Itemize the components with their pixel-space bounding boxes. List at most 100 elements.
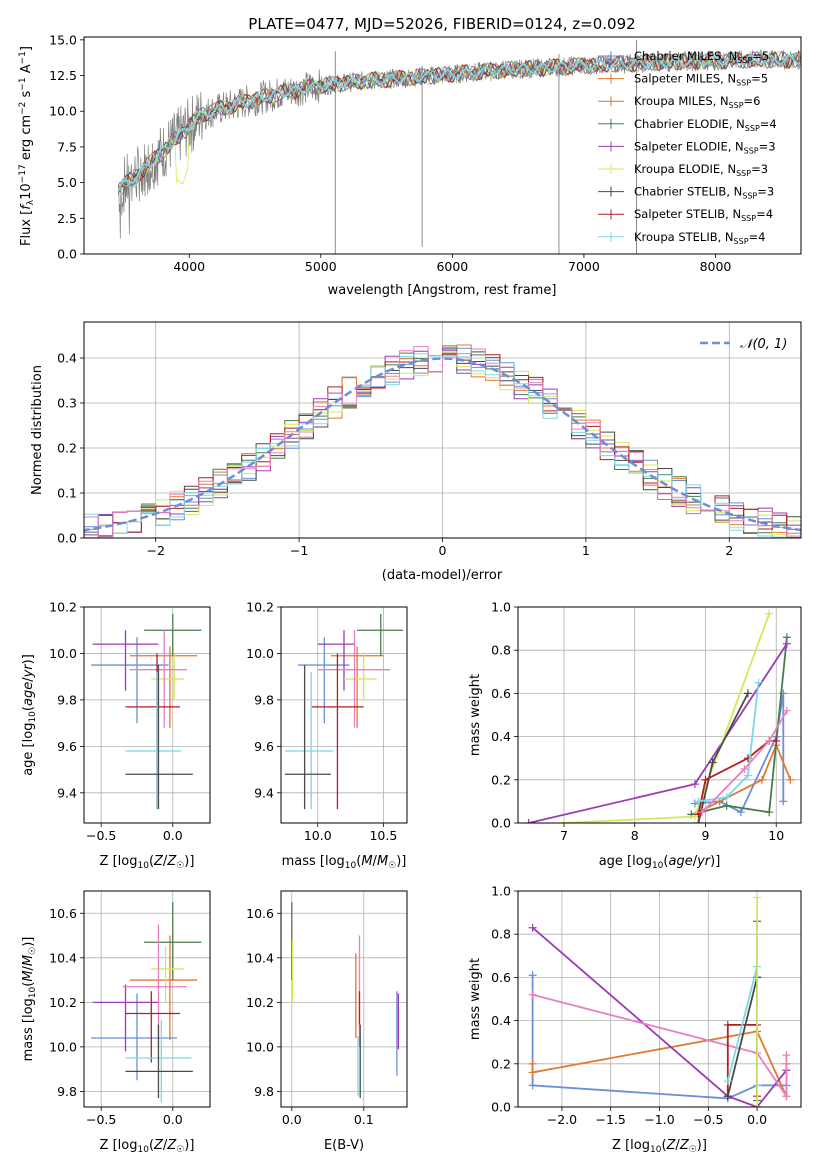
tick-label-y: 10.6: [49, 906, 77, 921]
tick-label-x: 8: [631, 828, 639, 843]
tick-label-y: 0.4: [491, 1013, 511, 1028]
tick-label-y: 0.1: [57, 486, 77, 501]
model-spectrum-line: [118, 51, 801, 188]
histogram-step: [84, 346, 801, 538]
weight-marker: [782, 1051, 791, 1060]
x-axis-label: age [log10(age/yr)]: [599, 854, 721, 871]
tick-label-y: 10.2: [246, 600, 274, 615]
axes-frame: [517, 606, 802, 824]
tick-label-x: 2: [725, 543, 733, 558]
y-axis-label: mass weight: [468, 674, 483, 756]
tick-label-y: 9.8: [254, 1084, 274, 1099]
tick-label-x: −1: [290, 543, 308, 558]
weight-marker: [701, 775, 710, 784]
x-axis-label: Z [log10(Z/Z☉)]: [100, 1138, 195, 1155]
weight-marker: [736, 808, 745, 817]
y-axis-label: age [log10(age/yr)]: [21, 654, 38, 776]
tick-label-y: 9.8: [57, 1084, 77, 1099]
tick-label-y: 0.2: [491, 1056, 511, 1071]
weight-marker: [782, 706, 791, 715]
legend-label: Salpeter MILES, NSSP=5: [634, 72, 768, 88]
legend-label: Salpeter ELODIE, NSSP=3: [634, 139, 776, 155]
tick-label-x: 10: [768, 828, 784, 843]
weight-marker: [694, 819, 703, 823]
tick-label-y: 0.0: [57, 531, 77, 546]
weight-line: [726, 977, 758, 1097]
tick-label-x: 7000: [568, 259, 600, 274]
y-axis-label: Flux [fλ10−17 erg cm−2 s−1 A−1]: [18, 46, 36, 246]
weight-marker: [782, 639, 791, 648]
tick-label-y: 15.0: [49, 32, 77, 47]
tick-label-x: −0.5: [86, 1112, 116, 1127]
tick-label-x: 6000: [436, 259, 468, 274]
weight-marker: [694, 797, 703, 806]
tick-label-y: 10.0: [49, 1039, 77, 1054]
tick-label-y: 0.2: [491, 772, 511, 787]
tick-label-x: 0.0: [747, 1112, 767, 1127]
tick-label-y: 7.5: [57, 139, 77, 154]
x-axis-label: (data-model)/error: [382, 568, 503, 583]
legend-label: 𝒩(0, 1): [740, 337, 787, 352]
model-spectrum-line: [117, 51, 801, 189]
weight-marker: [697, 808, 706, 817]
plot-area-spectrum: [117, 39, 801, 254]
axes-frame: [280, 606, 408, 824]
weight-line: [694, 693, 785, 814]
tick-label-x: −1.5: [596, 1112, 626, 1127]
plot-area-mass-vs-EBV: [291, 902, 400, 1099]
weight-marker: [690, 780, 699, 789]
weight-marker: [782, 1092, 791, 1101]
axes-frame: [83, 890, 211, 1108]
tick-label-x: 9: [702, 828, 710, 843]
y-axis-label: mass [log10(M/M☉)]: [21, 937, 38, 1062]
tick-label-y: 5.0: [57, 175, 77, 190]
histogram-step: [84, 354, 801, 538]
tick-label-x: −0.5: [693, 1112, 723, 1127]
weight-line: [532, 927, 788, 1107]
tick-label-y: 12.5: [49, 68, 77, 83]
panel-age-vs-mass: 10.0 10.5 9.4 9.6 9.8 10.0 10.2 mass [log10(M/M…: [246, 600, 408, 871]
panel-mass-weight-vs-age: 7 8 9 10 0.0 0.2 0.4 0.6 0.8 1.0 age [log10(age/yr…: [468, 600, 802, 871]
plot-area-mass-vs-Z: [91, 902, 202, 1103]
tick-label-y: 9.6: [254, 739, 274, 754]
tick-label-y: 10.0: [49, 104, 77, 119]
weight-marker: [758, 775, 767, 784]
legend-label: Chabrier MILES, NSSP=5: [634, 49, 769, 65]
weight-marker: [528, 990, 537, 999]
weight-line: [701, 710, 788, 813]
tick-label-y: 0.0: [491, 816, 511, 831]
weight-marker: [528, 923, 537, 932]
axes-frame: [83, 321, 802, 539]
tick-label-y: 10.0: [49, 646, 77, 661]
weight-marker: [528, 971, 537, 980]
model-spectrum-line: [117, 54, 801, 192]
tick-label-y: 10.4: [49, 950, 77, 965]
tick-label-y: 9.8: [57, 692, 77, 707]
legend-label: Kroupa ELODIE, NSSP=3: [634, 162, 768, 178]
panel-mass-weight-vs-Z: −2.0 −1.5 −1.0 −0.5 0.0 0.0 0.2 0.4 0.6 0.8 1.0 Z […: [468, 884, 802, 1155]
legend-label: Kroupa MILES, NSSP=6: [634, 94, 760, 110]
tick-label-y: 0.0: [57, 247, 77, 262]
x-axis-label: E(B-V): [324, 1138, 364, 1153]
weight-marker: [528, 1068, 537, 1077]
panel-residual-histogram: −2 −1 0 1 2 0.0 0.1 0.2 0.3 0.4 𝒩(0, 1) (data-model…: [30, 321, 802, 583]
tick-label-y: 10.2: [246, 995, 274, 1010]
x-axis-label: wavelength [Angstrom, rest frame]: [328, 283, 557, 298]
legend-label: Chabrier ELODIE, NSSP=4: [634, 117, 777, 133]
weight-marker: [786, 775, 795, 784]
panel-age-vs-Z: −0.5 0.0 9.4 9.6 9.8 10.0 10.2 Z [log10(Z/Z☉)] a…: [21, 600, 211, 871]
tick-label-x: 0: [439, 543, 447, 558]
weight-marker: [772, 736, 781, 745]
weight-marker: [765, 609, 774, 618]
axes-frame: [83, 606, 211, 824]
weight-marker: [723, 1020, 732, 1029]
weight-marker: [753, 1103, 762, 1107]
tick-label-y: 0.6: [491, 686, 511, 701]
weight-marker: [753, 893, 762, 902]
tick-label-y: 10.2: [49, 995, 77, 1010]
tick-label-x: 0.0: [282, 1112, 302, 1127]
tick-label-y: 0.2: [57, 441, 77, 456]
weight-line: [726, 966, 758, 1086]
weight-line: [532, 993, 788, 1100]
weight-marker: [743, 689, 752, 698]
